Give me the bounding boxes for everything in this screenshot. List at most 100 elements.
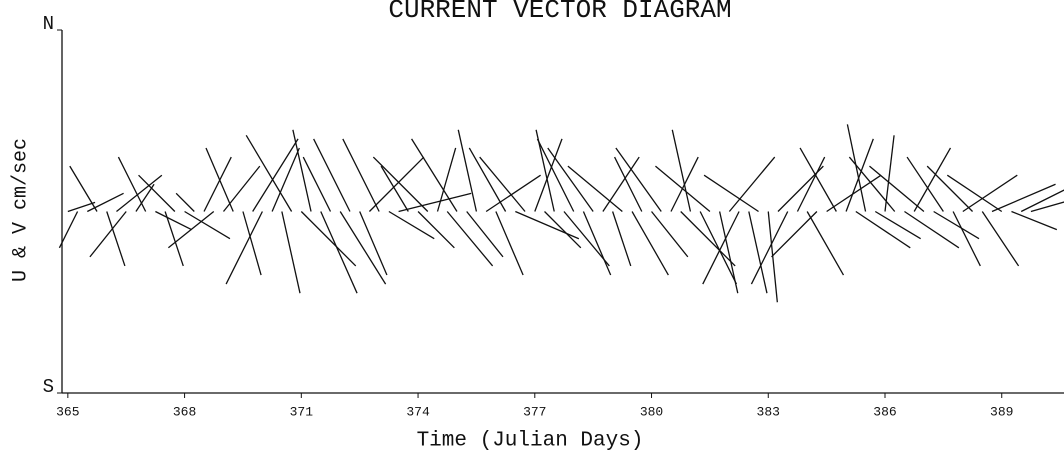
x-tick-label: 371	[290, 404, 314, 419]
vector-stick	[567, 165, 623, 212]
vector-stick	[845, 138, 874, 212]
vector-stick	[339, 211, 387, 285]
vector-stick	[848, 156, 896, 212]
vector-stick	[906, 156, 944, 212]
vector-stick	[582, 211, 612, 276]
vector-stick	[962, 174, 1018, 213]
vector-stick	[155, 210, 192, 231]
vector-stick	[116, 174, 163, 213]
vector-stick	[926, 165, 974, 212]
vector-stick	[1020, 189, 1064, 213]
vector-stick	[302, 156, 332, 212]
vector-stick	[806, 211, 845, 276]
vector-stick	[767, 211, 778, 303]
vector-stick	[436, 147, 457, 212]
vector-stick	[164, 211, 184, 267]
vector-stick	[89, 211, 127, 258]
vector-stick	[167, 210, 215, 249]
vector-stick	[933, 210, 980, 240]
vector-stick	[313, 138, 351, 212]
vector-stick	[58, 211, 79, 249]
vector-stick	[536, 138, 575, 212]
vector-stick	[991, 183, 1056, 213]
vector-stick	[796, 156, 826, 212]
vector-stick	[388, 210, 435, 240]
vector-stick	[372, 156, 429, 212]
vector-stick	[87, 192, 124, 213]
vector-stick	[544, 211, 582, 249]
vector-stick	[946, 174, 1003, 213]
vector-stick	[703, 174, 759, 213]
vector-stick	[106, 211, 126, 267]
x-tick-label: 389	[990, 404, 1013, 419]
vector-stick	[799, 147, 837, 212]
vector-stick	[205, 147, 234, 212]
vector-stick	[702, 211, 740, 285]
x-tick-label: 377	[523, 404, 546, 419]
x-tick-label: 386	[873, 404, 896, 419]
vector-stick	[884, 135, 895, 212]
vector-stick	[466, 211, 504, 258]
vector-stick	[368, 156, 425, 212]
vector-stick	[651, 211, 689, 258]
vector-stick	[359, 211, 388, 276]
vector-stick	[495, 211, 524, 276]
vector-stick	[1030, 201, 1064, 213]
vector-stick	[602, 156, 640, 212]
vector-stick	[300, 211, 357, 267]
vector-stick	[680, 211, 736, 267]
vector-stick	[184, 210, 231, 240]
vector-stick	[411, 138, 458, 212]
vector-stick	[748, 211, 768, 294]
vector-stick	[417, 211, 455, 249]
vector-stick	[281, 211, 301, 294]
vector-stick	[1011, 210, 1058, 231]
x-tick-label: 365	[56, 404, 79, 419]
y-tick-label: S	[43, 376, 54, 398]
x-axis-label: Time (Julian Days)	[417, 430, 644, 453]
chart-title: CURRENT VECTOR DIAGRAM	[388, 0, 731, 25]
x-tick-label: 383	[757, 404, 780, 419]
vector-stick	[67, 201, 96, 213]
vector-stick	[615, 147, 662, 212]
vector-stick	[203, 156, 232, 212]
vector-stick	[855, 210, 911, 249]
vector-stick	[547, 147, 594, 212]
y-axis-label: U & V cm/sec	[9, 138, 32, 282]
vector-stick	[242, 211, 262, 276]
x-tick-label: 374	[406, 404, 430, 419]
vector-stick	[292, 129, 312, 212]
vector-stick	[631, 211, 669, 276]
vector-stick	[913, 147, 952, 212]
vector-stick	[446, 211, 494, 267]
vector-stick	[468, 147, 507, 212]
vector-stick	[117, 156, 147, 212]
vector-stick	[457, 129, 478, 212]
vector-stick	[320, 211, 358, 294]
vector-stick	[750, 211, 789, 285]
vector-stick	[485, 174, 541, 213]
vector-stick	[398, 192, 472, 213]
vector-stick	[380, 165, 409, 212]
vector-stick	[699, 211, 738, 285]
vector-stick	[534, 138, 563, 212]
vector-stick	[515, 210, 580, 240]
vector-stick	[952, 211, 981, 267]
vector-stick	[671, 129, 692, 212]
vector-stick	[718, 211, 739, 294]
vector-stick	[245, 134, 293, 212]
x-tick-label: 380	[640, 404, 663, 419]
vector-stick	[611, 211, 632, 267]
vector-stick	[252, 138, 299, 212]
y-tick-label: N	[43, 13, 54, 35]
vector-stick	[135, 183, 155, 212]
vector-stick	[225, 211, 263, 285]
vector-stick	[655, 165, 711, 212]
vector-stick	[869, 165, 925, 212]
vector-stick	[904, 210, 960, 249]
vector-stick	[138, 174, 176, 212]
vector-stick	[479, 156, 526, 212]
vector-stick	[271, 147, 300, 212]
vector-stick	[222, 165, 261, 212]
